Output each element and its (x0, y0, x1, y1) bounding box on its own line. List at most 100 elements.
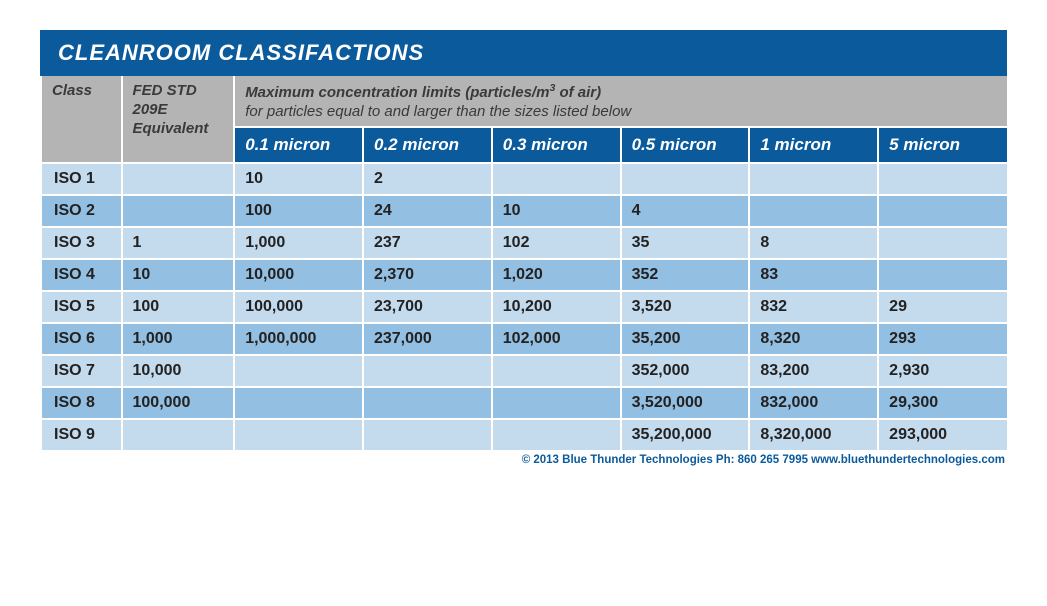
cell-value: 237 (363, 227, 492, 259)
cell-value (363, 387, 492, 419)
spanner-1: Maximum concentration limits (particles/… (245, 84, 601, 101)
cell-value: 10,200 (492, 291, 621, 323)
table-row: ISO 5100100,00023,70010,2003,52083229 (41, 291, 1007, 323)
col-header-5: 5 micron (878, 127, 1007, 163)
cell-fed: 1,000 (122, 323, 235, 355)
cell-value (492, 355, 621, 387)
col-header-0p3: 0.3 micron (492, 127, 621, 163)
cell-value (234, 419, 363, 450)
table-row: ISO 311,000237102358 (41, 227, 1007, 259)
cell-value (749, 163, 878, 195)
cell-value: 83,200 (749, 355, 878, 387)
cell-value: 35,200 (621, 323, 750, 355)
cell-fed: 100 (122, 291, 235, 323)
cell-value: 832,000 (749, 387, 878, 419)
cell-class: ISO 1 (41, 163, 122, 195)
fed-label-2: Equivalent (133, 120, 209, 137)
cell-value (749, 195, 878, 227)
cell-value (363, 419, 492, 450)
cell-value: 237,000 (363, 323, 492, 355)
cell-value: 4 (621, 195, 750, 227)
table-row: ISO 710,000 352,00083,2002,930 (41, 355, 1007, 387)
cell-fed: 1 (122, 227, 235, 259)
col-header-class: Class (41, 76, 122, 163)
cell-fed: 10,000 (122, 355, 235, 387)
col-header-0p1: 0.1 micron (234, 127, 363, 163)
cell-value: 1,000,000 (234, 323, 363, 355)
cleanroom-table: Class FED STD 209E Equivalent Maximum co… (40, 76, 1007, 450)
cell-value: 102 (492, 227, 621, 259)
header-row-1: Class FED STD 209E Equivalent Maximum co… (41, 76, 1007, 127)
cell-class: ISO 8 (41, 387, 122, 419)
cell-value: 29,300 (878, 387, 1007, 419)
cell-value: 29 (878, 291, 1007, 323)
cell-value (878, 163, 1007, 195)
cell-value (621, 163, 750, 195)
cell-fed: 10 (122, 259, 235, 291)
cell-value: 352 (621, 259, 750, 291)
table-title: CLEANROOM CLASSIFACTIONS (40, 30, 1007, 76)
copyright-footer: © 2013 Blue Thunder Technologies Ph: 860… (40, 450, 1007, 466)
cell-value: 832 (749, 291, 878, 323)
cell-value: 2 (363, 163, 492, 195)
table-row: ISO 1 102 (41, 163, 1007, 195)
spanner-2: for particles equal to and larger than t… (245, 103, 631, 120)
cell-value (492, 163, 621, 195)
table-row: ISO 41010,0002,3701,02035283 (41, 259, 1007, 291)
cell-value: 293,000 (878, 419, 1007, 450)
cell-value: 10 (234, 163, 363, 195)
cell-class: ISO 2 (41, 195, 122, 227)
cell-value (492, 419, 621, 450)
cell-value (878, 259, 1007, 291)
col-header-0p2: 0.2 micron (363, 127, 492, 163)
table-row: ISO 9 35,200,0008,320,000293,000 (41, 419, 1007, 450)
cell-value: 352,000 (621, 355, 750, 387)
cell-class: ISO 4 (41, 259, 122, 291)
col-header-1: 1 micron (749, 127, 878, 163)
table-row: ISO 8100,000 3,520,000832,00029,300 (41, 387, 1007, 419)
cell-value: 35 (621, 227, 750, 259)
col-header-fed: FED STD 209E Equivalent (122, 76, 235, 163)
table-row: ISO 2 10024104 (41, 195, 1007, 227)
cell-value: 100,000 (234, 291, 363, 323)
cell-value: 10,000 (234, 259, 363, 291)
cell-value: 83 (749, 259, 878, 291)
cell-value (878, 227, 1007, 259)
cell-value (234, 355, 363, 387)
cell-value: 293 (878, 323, 1007, 355)
cell-class: ISO 9 (41, 419, 122, 450)
cleanroom-table-container: CLEANROOM CLASSIFACTIONS Class FED STD 2… (40, 30, 1007, 466)
cell-value: 3,520 (621, 291, 750, 323)
cell-value: 1,020 (492, 259, 621, 291)
cell-value: 8,320,000 (749, 419, 878, 450)
cell-class: ISO 7 (41, 355, 122, 387)
col-header-0p5: 0.5 micron (621, 127, 750, 163)
cell-value: 2,930 (878, 355, 1007, 387)
cell-value: 1,000 (234, 227, 363, 259)
cell-value: 10 (492, 195, 621, 227)
cell-class: ISO 6 (41, 323, 122, 355)
cell-value: 3,520,000 (621, 387, 750, 419)
cell-class: ISO 3 (41, 227, 122, 259)
cell-value: 100 (234, 195, 363, 227)
table-body: ISO 1102ISO 210024104ISO 311,00023710235… (41, 163, 1007, 450)
cell-class: ISO 5 (41, 291, 122, 323)
cell-value: 35,200,000 (621, 419, 750, 450)
cell-value (363, 355, 492, 387)
cell-fed (122, 419, 235, 450)
cell-value (234, 387, 363, 419)
table-row: ISO 61,0001,000,000237,000102,00035,2008… (41, 323, 1007, 355)
col-header-spanner: Maximum concentration limits (particles/… (234, 76, 1007, 127)
fed-label-1: FED STD 209E (133, 82, 197, 118)
cell-value: 2,370 (363, 259, 492, 291)
cell-fed: 100,000 (122, 387, 235, 419)
cell-fed (122, 163, 235, 195)
cell-fed (122, 195, 235, 227)
cell-value (492, 387, 621, 419)
cell-value: 102,000 (492, 323, 621, 355)
cell-value: 8 (749, 227, 878, 259)
cell-value (878, 195, 1007, 227)
cell-value: 24 (363, 195, 492, 227)
cell-value: 8,320 (749, 323, 878, 355)
cell-value: 23,700 (363, 291, 492, 323)
